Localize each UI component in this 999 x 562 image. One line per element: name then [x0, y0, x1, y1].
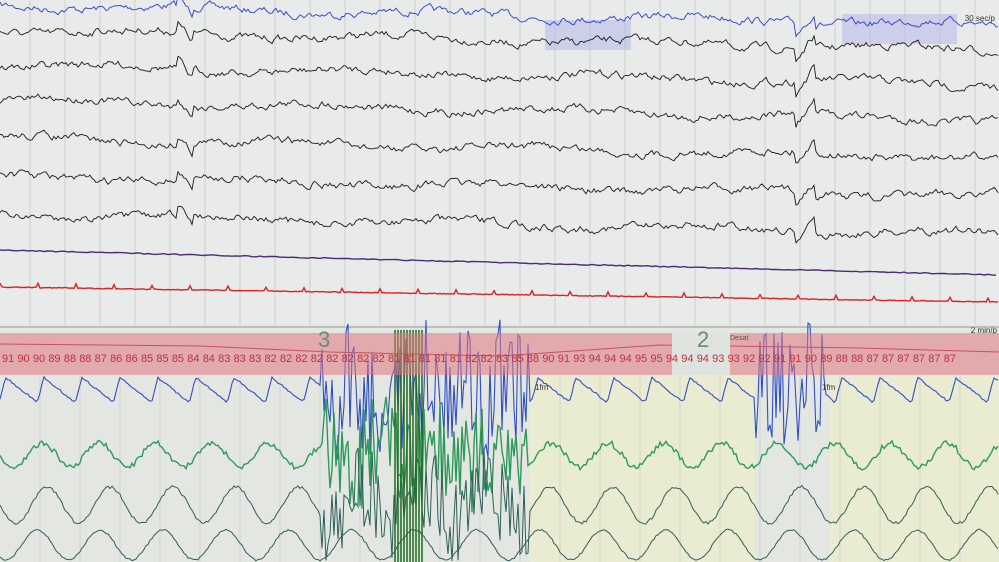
spo2-value: 85: [511, 353, 524, 365]
spo2-value: 87: [943, 353, 956, 365]
spo2-value: 87: [866, 353, 879, 365]
spo2-value: 81: [418, 353, 432, 365]
spo2-value: 94: [665, 353, 679, 365]
eeg-trace: [0, 20, 999, 63]
spo2-value: 91: [789, 353, 802, 365]
scored-region: [830, 375, 999, 562]
spo2-value: 94: [604, 353, 617, 365]
spo2-values: 91 90 90 89 88 88 87 86 86 85 85 85 84 84 83 83 83 82 82 82…: [2, 353, 999, 366]
spo2-value: 93: [712, 353, 725, 365]
scored-region: [530, 375, 755, 562]
spo2-value: 94: [619, 353, 632, 365]
airflow-trace: [0, 319, 999, 460]
spo2-value: 89: [820, 353, 833, 365]
spo2-value: 83: [249, 353, 262, 365]
eeg-trace: [0, 93, 999, 128]
spo2-value: 82: [465, 353, 478, 365]
eeg-trace: [0, 0, 999, 38]
abdomen-trace: [0, 448, 999, 562]
spo2-value: 85: [140, 353, 154, 365]
spo2-value: 94: [696, 353, 709, 365]
spo2-value: 87: [881, 353, 895, 365]
spo2-value: 87: [928, 353, 941, 365]
spo2-value: 91: [773, 353, 787, 365]
spo2-value: 90: [804, 353, 817, 365]
spo2-value: 92: [758, 353, 771, 365]
spo2-value: 94: [681, 353, 694, 365]
spo2-value: 85: [156, 353, 169, 365]
event-marker[interactable]: 2: [697, 327, 710, 352]
spo2-value: 90: [32, 353, 46, 365]
spo2-value: 82: [310, 353, 323, 365]
desat-event-gap: [672, 333, 730, 375]
spo2-value: 82: [264, 353, 277, 365]
spo2-value: 82: [341, 353, 354, 365]
spo2-value: 81: [449, 353, 462, 365]
event-marker[interactable]: 3: [318, 327, 331, 352]
thorax-trace: [0, 396, 999, 513]
spo2-value: 90: [542, 353, 555, 365]
spo2-value: 82: [357, 353, 370, 365]
eeg-page-label: 30 sec/p: [964, 14, 995, 23]
spo2-value: 82: [372, 353, 385, 365]
spo2-value: 82: [279, 353, 293, 365]
spo2-value: 95: [634, 353, 648, 365]
spo2-value: 86: [110, 353, 123, 365]
spo2-value: 84: [187, 353, 200, 365]
spo2-value: 89: [48, 353, 61, 365]
spo2-channel: [0, 333, 999, 375]
spo2-value: 81: [403, 353, 416, 365]
eeg-event-box: [842, 14, 957, 44]
channel-scale-label: 1fm: [535, 383, 549, 392]
effort-trace: [0, 528, 999, 562]
spo2-value: 88: [851, 353, 864, 365]
spo2-value: 93: [573, 353, 586, 365]
spo2-value: 88: [835, 353, 848, 365]
spo2-value: 90: [17, 353, 30, 365]
spo2-value: 87: [897, 353, 910, 365]
spo2-value: 88: [526, 353, 540, 365]
channel-scale-label: 1fm: [822, 383, 836, 392]
spo2-value: 87: [94, 353, 107, 365]
eog-trace: [0, 249, 997, 276]
spo2-value: 94: [588, 353, 601, 365]
eeg-trace: [0, 169, 999, 206]
spo2-value: 84: [202, 353, 215, 365]
spo2-value: 91: [2, 353, 15, 365]
spo2-value: 81: [387, 353, 401, 365]
desat-event-label: Desat: [730, 335, 749, 342]
spo2-value: 87: [912, 353, 926, 365]
spo2-value: 82: [480, 353, 493, 365]
spo2-value: 86: [125, 353, 138, 365]
spo2-value: 83: [233, 353, 246, 365]
resp-page-label: 2 min/p: [970, 326, 997, 335]
spo2-value: 83: [496, 353, 509, 365]
eeg-event-box: [545, 20, 631, 50]
spo2-value: 95: [650, 353, 663, 365]
spo2-value: 82: [326, 353, 339, 365]
spo2-value: 93: [727, 353, 740, 365]
spo2-value: 92: [743, 353, 756, 365]
eeg-trace: [0, 205, 999, 244]
spo2-value: 91: [557, 353, 570, 365]
spo2-value: 83: [218, 353, 231, 365]
spo2-value: 82: [295, 353, 308, 365]
spo2-value: 88: [79, 353, 92, 365]
spo2-value: 88: [63, 353, 76, 365]
eeg-trace: [0, 129, 999, 164]
ecg-trace: [0, 281, 999, 304]
spo2-value: 85: [171, 353, 185, 365]
eeg-trace: [0, 55, 999, 99]
spo2-value: 81: [434, 353, 447, 365]
